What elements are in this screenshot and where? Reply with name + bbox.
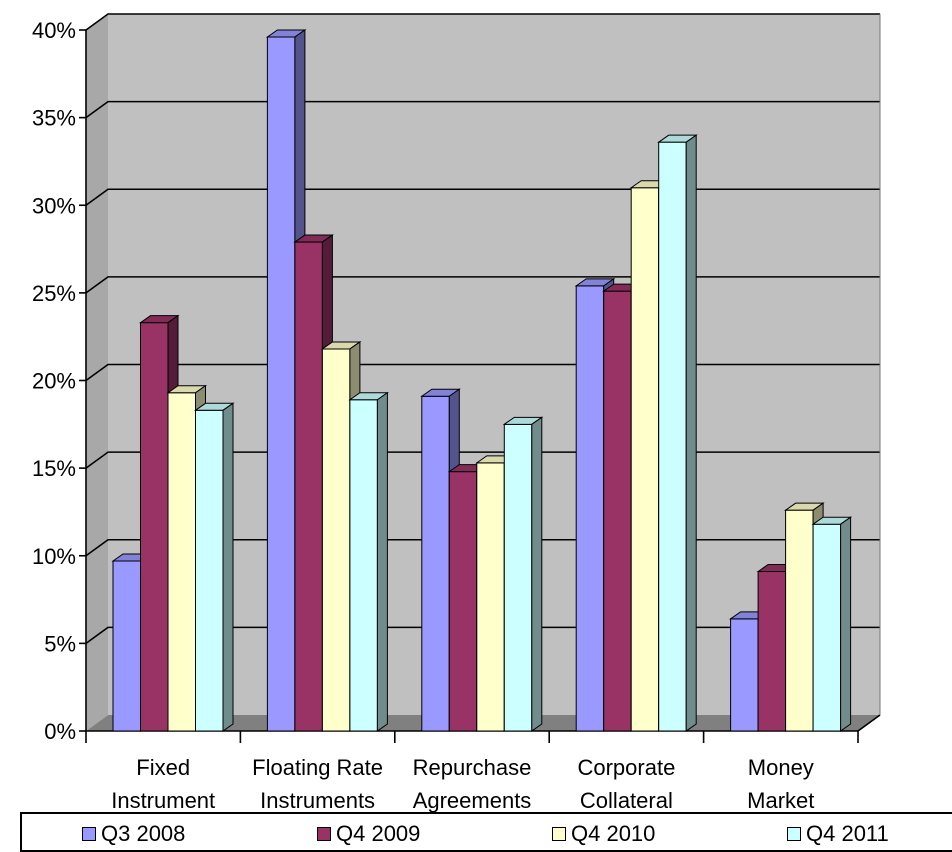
- x-category-label: Collateral: [580, 788, 673, 812]
- legend-swatch: [787, 827, 801, 841]
- x-category-label: Instruments: [260, 788, 375, 812]
- bar-side: [376, 391, 388, 732]
- gridline: [85, 188, 880, 206]
- y-axis-ticks: 0% 5% 10% 15% 20% 25% 30% 35% 40%: [32, 18, 86, 744]
- bar-front: [349, 399, 378, 732]
- x-category-label: Corporate: [577, 755, 675, 780]
- y-tick-label: 0%: [44, 719, 76, 744]
- y-tick-label: 10%: [32, 544, 76, 569]
- bar-front: [448, 471, 478, 732]
- gridline: [85, 100, 880, 119]
- bar: [193, 402, 235, 732]
- x-axis-categories: Fixed Instrument Floating Rate Instruments R…: [85, 731, 859, 812]
- bar-chart: 0% 5% 10% 15% 20% 25% 30% 35% 40% Fixed Instrumen…: [32, 13, 881, 812]
- bar: [502, 416, 544, 732]
- y-tick-label: 35%: [32, 106, 76, 131]
- legend-item: Q4 2010: [552, 820, 655, 848]
- legend-label: Q4 2009: [336, 821, 421, 846]
- legend-label: Q4 2010: [571, 821, 656, 846]
- x-category-label: Repurchase: [413, 755, 532, 780]
- bar-front: [630, 187, 660, 732]
- legend-label: Q3 2008: [101, 821, 186, 846]
- bar-front: [658, 141, 687, 732]
- bar-front: [266, 36, 296, 732]
- bar-front: [757, 571, 787, 732]
- bar-front: [294, 241, 323, 732]
- bar-front: [603, 290, 632, 732]
- y-tick-label: 20%: [32, 369, 76, 394]
- x-category-label: Fixed: [136, 755, 190, 780]
- bar-side: [222, 402, 234, 732]
- bar-front: [195, 409, 224, 732]
- y-tick-label: 5%: [44, 631, 76, 656]
- legend-swatch: [82, 827, 96, 841]
- legend-item: Q3 2008: [82, 820, 185, 848]
- bar: [348, 391, 389, 732]
- x-category-label: Market: [747, 788, 814, 812]
- bar-side: [840, 516, 852, 732]
- bar-front: [321, 348, 351, 732]
- y-tick-label: 30%: [32, 193, 76, 218]
- bar-front: [503, 423, 533, 732]
- bar-front: [421, 395, 450, 732]
- gridlines: [85, 13, 880, 645]
- legend-label: Q4 2011: [806, 821, 889, 846]
- legend-swatch: [552, 827, 566, 841]
- bar: [811, 516, 853, 732]
- floor-edge: [857, 714, 881, 732]
- legend-item: Q4 2011: [787, 820, 889, 848]
- bar-front: [140, 322, 169, 732]
- bar-front: [476, 462, 505, 732]
- bar-side: [531, 416, 543, 732]
- x-category-label: Money: [748, 755, 814, 780]
- bar-front: [730, 618, 759, 732]
- x-category-label: Floating Rate: [252, 755, 383, 780]
- bar-front: [575, 285, 605, 732]
- bar: [657, 134, 698, 732]
- legend-swatch: [317, 827, 331, 841]
- bar-front: [112, 560, 141, 732]
- y-tick-label: 15%: [32, 456, 76, 481]
- gridline: [85, 276, 880, 294]
- gridline: [85, 13, 880, 31]
- bar-front: [812, 523, 842, 732]
- bar-side: [685, 134, 697, 732]
- bars: [111, 29, 853, 732]
- bar-front: [785, 509, 814, 732]
- bar-front: [167, 392, 196, 732]
- legend: Q3 2008 Q4 2009 Q4 2010 Q4 2011: [20, 812, 952, 852]
- legend-item: Q4 2009: [317, 820, 420, 848]
- y-tick-label: 25%: [32, 281, 76, 306]
- x-category-label: Agreements: [413, 788, 532, 812]
- x-category-label: Instrument: [111, 788, 215, 812]
- y-tick-label: 40%: [32, 18, 76, 43]
